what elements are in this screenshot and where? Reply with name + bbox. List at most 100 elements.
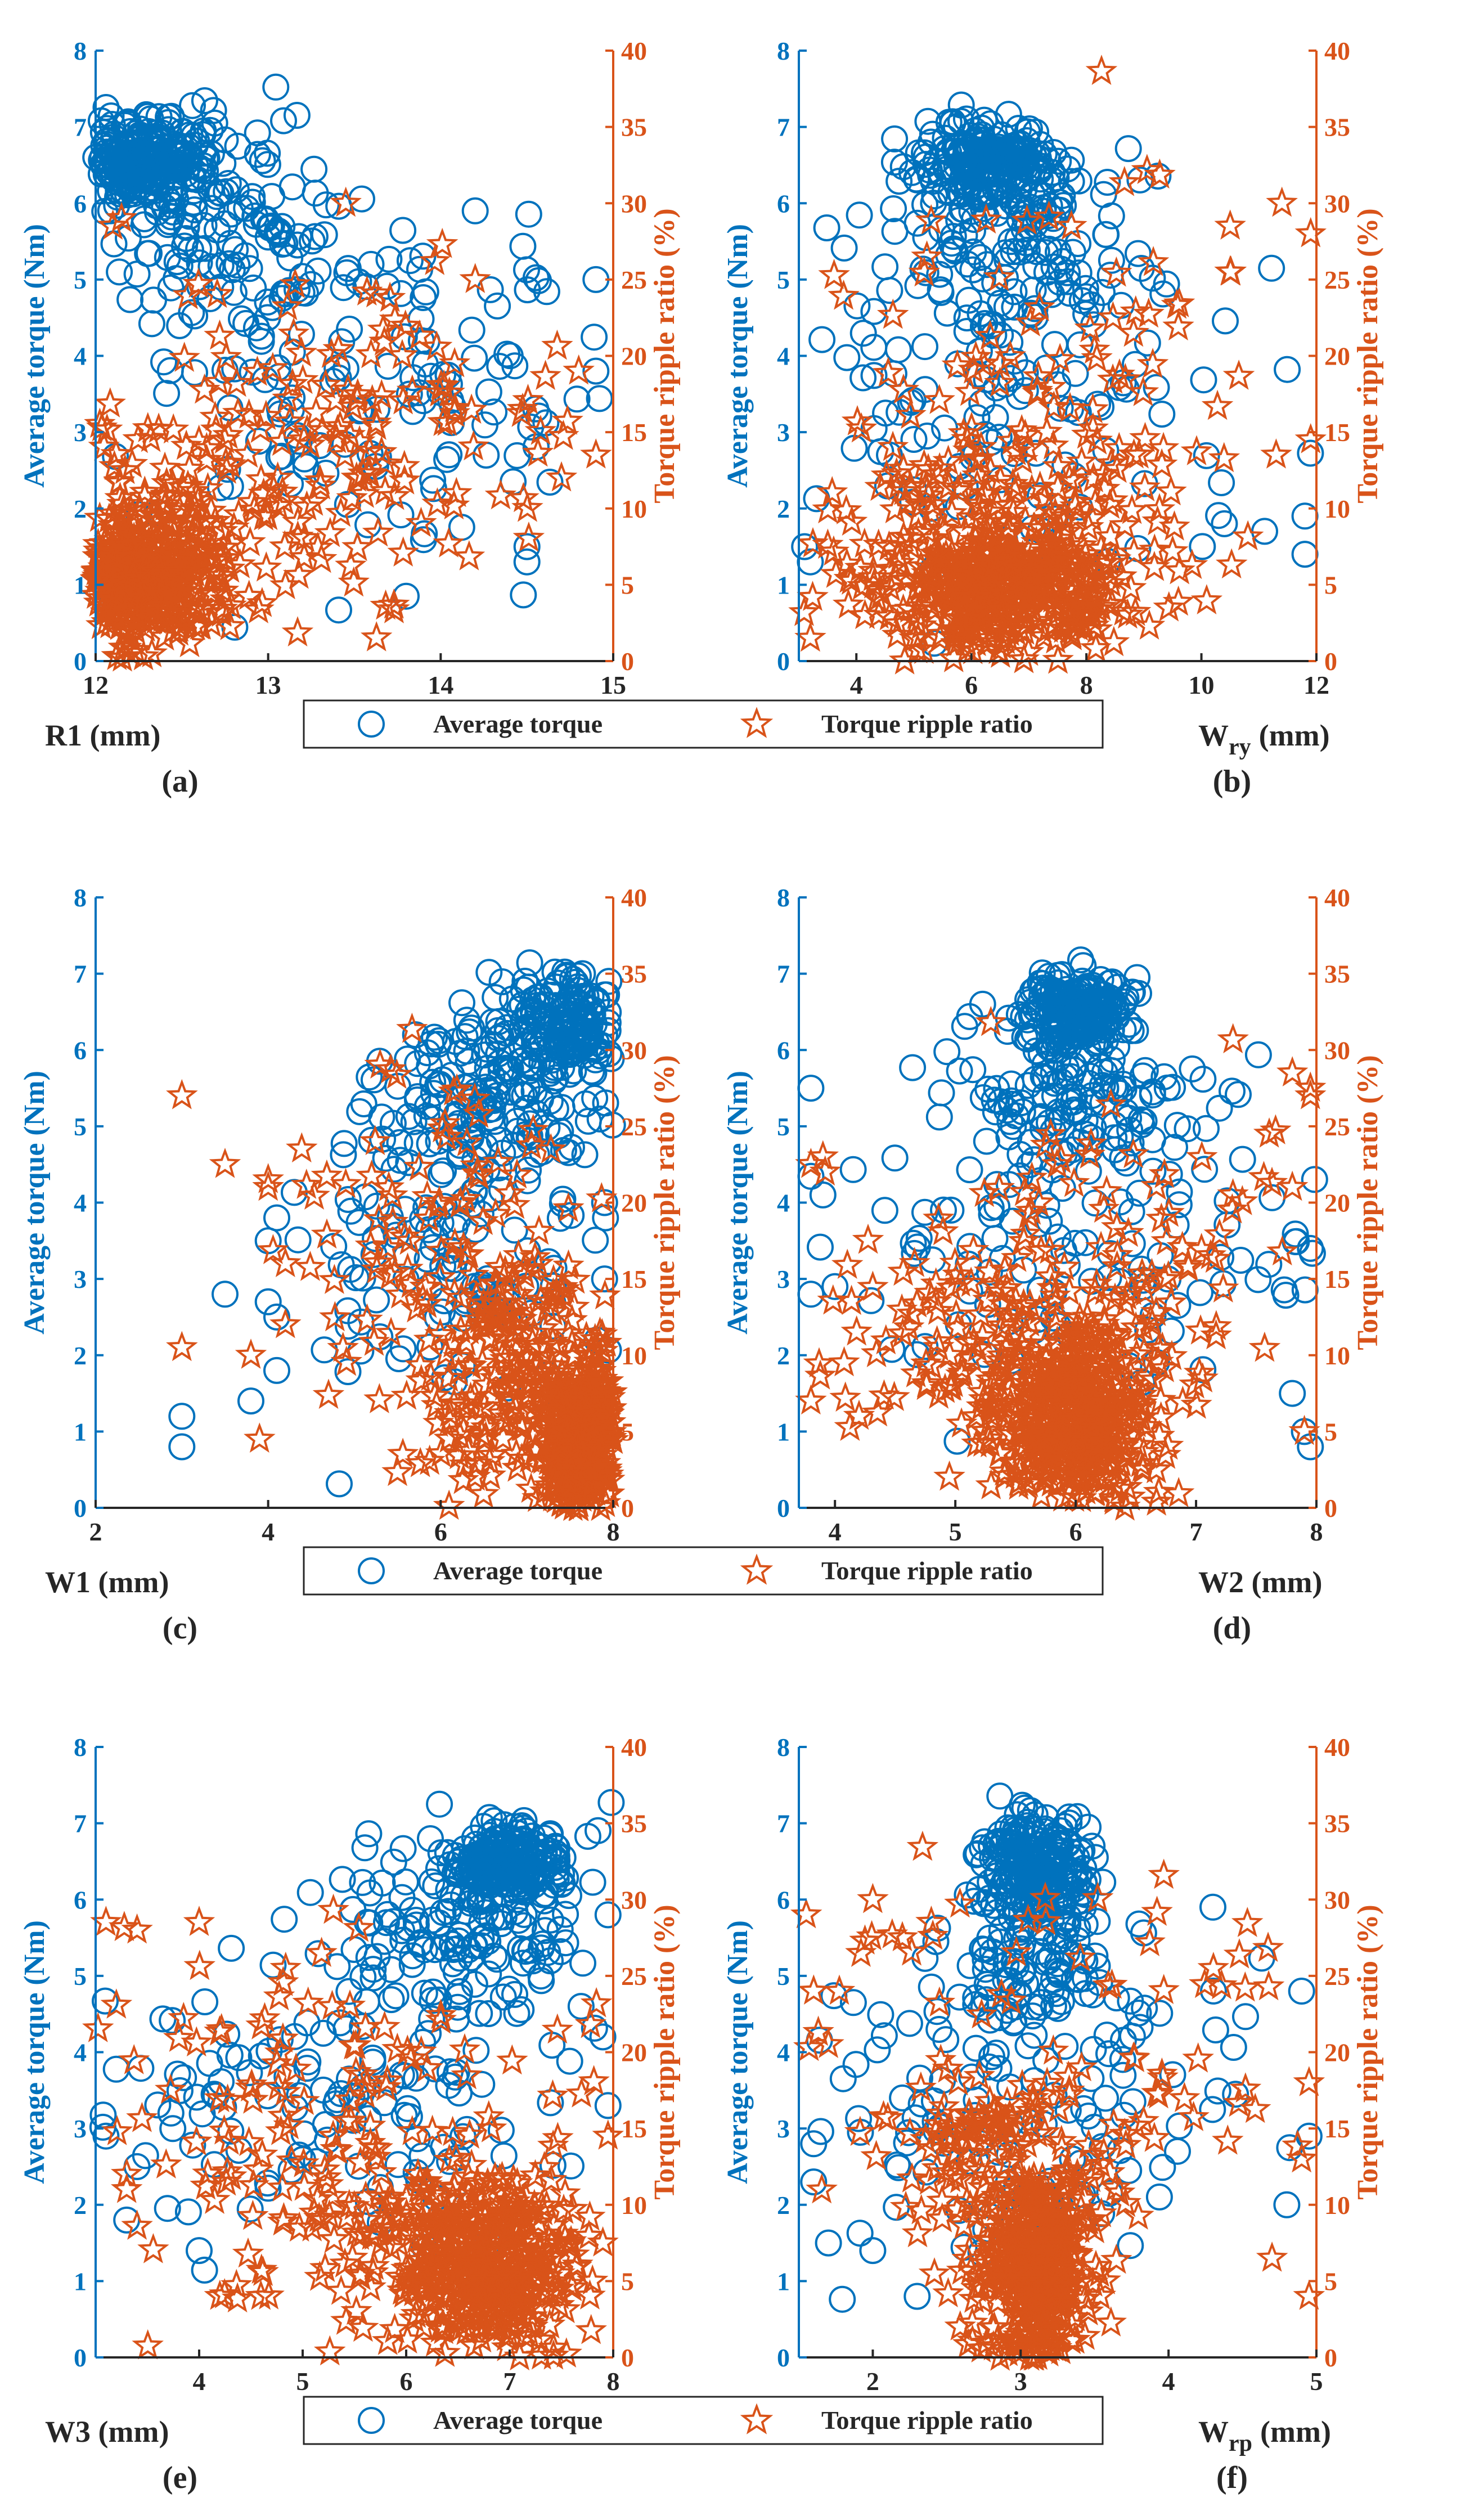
ripple-point xyxy=(250,498,283,529)
ripple-point xyxy=(857,1270,889,1301)
ripple-point xyxy=(223,498,255,528)
torque-point xyxy=(311,221,338,249)
ripple-point xyxy=(421,487,453,518)
ripple-point xyxy=(170,429,203,460)
torque-point xyxy=(527,983,554,1010)
ripple-point xyxy=(343,425,376,456)
right-tick-label: 25 xyxy=(1324,266,1350,294)
torque-point xyxy=(445,1983,473,2011)
ripple-point xyxy=(947,541,979,572)
torque-point xyxy=(392,1868,419,1895)
ripple-point xyxy=(1023,291,1055,322)
ripple-point xyxy=(580,438,612,469)
ripple-point xyxy=(1109,363,1141,393)
ripple-point xyxy=(1018,511,1051,542)
ripple-point xyxy=(883,469,915,499)
ripple-point xyxy=(302,531,334,562)
ripple-point xyxy=(311,1218,343,1249)
torque-point xyxy=(1071,1017,1099,1044)
ripple-point xyxy=(812,493,844,524)
ripple-point xyxy=(173,627,206,658)
ripple-point xyxy=(325,496,357,527)
torque-point xyxy=(559,965,586,993)
left-tick-label: 4 xyxy=(777,342,790,371)
ripple-point xyxy=(378,479,411,510)
ripple-point xyxy=(501,1158,533,1189)
right-tick-label: 30 xyxy=(621,189,647,218)
ripple-point xyxy=(1030,1128,1062,1159)
ripple-point xyxy=(960,340,992,371)
ripple-point xyxy=(124,601,156,632)
torque-point xyxy=(955,286,983,314)
torque-point xyxy=(951,222,978,249)
left-tick-label: 5 xyxy=(777,266,790,294)
x-tick-label: 13 xyxy=(255,671,281,699)
torque-point xyxy=(240,274,267,302)
ripple-point xyxy=(529,360,561,390)
ripple-point xyxy=(519,1433,551,1463)
ripple-point xyxy=(1089,1463,1121,1494)
ripple-point xyxy=(584,1316,616,1347)
ripple-point xyxy=(1014,1288,1046,1318)
torque-point xyxy=(237,1387,264,1415)
ripple-point xyxy=(413,1444,446,1475)
x-axis-label-main: W xyxy=(1198,718,1229,752)
torque-point xyxy=(458,316,485,344)
ripple-point xyxy=(221,366,253,397)
torque-point xyxy=(579,1001,606,1028)
ripple-point xyxy=(1108,165,1141,196)
torque-point xyxy=(597,1789,625,1816)
torque-point xyxy=(977,110,1004,137)
ripple-point xyxy=(583,1355,616,1386)
ripple-point xyxy=(864,470,896,501)
torque-point xyxy=(914,423,941,450)
torque-point xyxy=(1131,1057,1159,1084)
torque-point xyxy=(159,164,187,191)
ripple-point xyxy=(1101,1340,1134,1371)
torque-point xyxy=(1205,502,1233,529)
ripple-point xyxy=(341,531,374,562)
right-tick-label: 40 xyxy=(621,883,647,912)
ripple-point xyxy=(1200,1319,1232,1350)
ripple-point xyxy=(1095,1088,1127,1118)
x-tick-label: 12 xyxy=(83,671,109,699)
left-tick-label: 7 xyxy=(777,960,790,989)
ripple-point xyxy=(1231,520,1264,551)
ripple-point xyxy=(304,464,336,495)
torque-point xyxy=(969,265,996,293)
torque-point xyxy=(453,1007,480,1034)
x-axis-label: R1 (mm) xyxy=(45,718,160,752)
x-tick-label: 4 xyxy=(829,1517,842,1546)
ripple-point xyxy=(1008,1224,1040,1255)
ripple-point xyxy=(1156,1340,1188,1371)
ripple-point xyxy=(374,1259,406,1290)
ripple-point xyxy=(982,1394,1015,1425)
torque-point xyxy=(987,1088,1014,1116)
ripple-point xyxy=(1079,1275,1111,1306)
ripple-point xyxy=(1085,590,1117,621)
ripple-point xyxy=(576,1467,609,1498)
ripple-point xyxy=(942,1311,974,1342)
torque-point xyxy=(1044,962,1072,989)
ripple-point xyxy=(455,393,488,424)
ripple-point xyxy=(1058,1166,1090,1197)
ripple-point xyxy=(1294,1079,1327,1109)
torque-point xyxy=(1024,145,1052,172)
panel-label: (d) xyxy=(1213,1611,1251,1646)
torque-point xyxy=(1148,401,1176,428)
torque-point xyxy=(585,1817,612,1844)
torque-point xyxy=(484,292,511,320)
ripple-point xyxy=(942,474,974,505)
torque-point xyxy=(554,1038,582,1066)
left-axis-label: Average torque (Nm) xyxy=(19,224,51,488)
ripple-point xyxy=(563,1398,595,1429)
ripple-point xyxy=(596,1376,628,1407)
torque-point xyxy=(1094,169,1121,196)
ripple-point xyxy=(1077,412,1109,443)
ripple-point xyxy=(1021,374,1054,405)
ripple-point xyxy=(269,569,302,600)
torque-point xyxy=(437,1891,465,1919)
ripple-point xyxy=(106,502,138,533)
torque-point xyxy=(1107,1188,1134,1216)
